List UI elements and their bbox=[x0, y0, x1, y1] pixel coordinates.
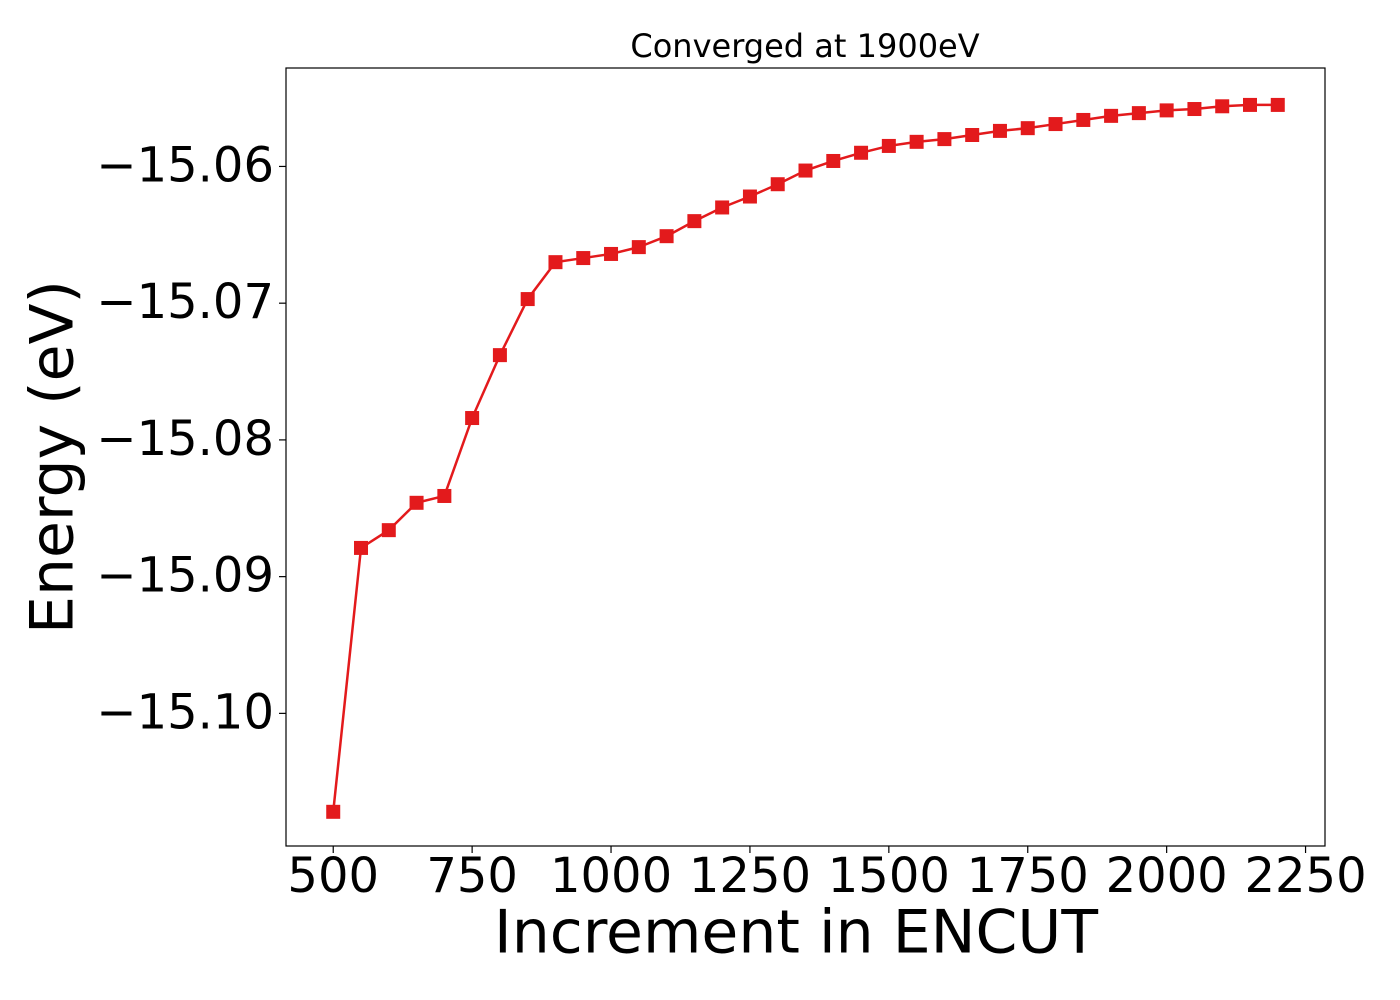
x-tick-label: 750 bbox=[426, 848, 518, 904]
x-tick-label: 500 bbox=[287, 848, 379, 904]
marker bbox=[1270, 97, 1285, 112]
plot-frame bbox=[285, 67, 1326, 847]
marker bbox=[1187, 102, 1202, 117]
marker bbox=[548, 255, 563, 270]
marker bbox=[326, 804, 341, 819]
y-tick-label: −15.10 bbox=[96, 684, 274, 740]
marker bbox=[381, 523, 396, 538]
marker bbox=[992, 123, 1007, 138]
marker bbox=[854, 145, 869, 160]
marker bbox=[409, 495, 424, 510]
marker bbox=[354, 540, 369, 555]
marker bbox=[1159, 103, 1174, 118]
marker bbox=[1242, 97, 1257, 112]
marker bbox=[1048, 117, 1063, 132]
x-tick-label: 1500 bbox=[828, 848, 950, 904]
marker bbox=[1020, 121, 1035, 136]
marker bbox=[631, 240, 646, 255]
marker bbox=[826, 153, 841, 168]
y-tick-label: −15.06 bbox=[96, 137, 274, 193]
chart-title: Converged at 1900eV bbox=[630, 27, 979, 65]
marker bbox=[937, 132, 952, 147]
marker bbox=[465, 411, 480, 426]
series-line bbox=[331, 103, 1278, 812]
marker bbox=[437, 488, 452, 503]
marker bbox=[909, 134, 924, 149]
marker bbox=[1104, 108, 1119, 123]
marker bbox=[659, 229, 674, 244]
x-axis-label: Increment in ENCUT bbox=[494, 898, 1098, 968]
marker bbox=[881, 138, 896, 153]
marker bbox=[1215, 99, 1230, 114]
marker bbox=[715, 200, 730, 215]
marker bbox=[576, 251, 591, 266]
marker bbox=[798, 163, 813, 178]
y-axis-label: Energy (eV) bbox=[18, 280, 88, 634]
marker bbox=[687, 214, 702, 229]
x-tick-label: 2000 bbox=[1106, 848, 1228, 904]
marker bbox=[604, 246, 619, 261]
y-tick-label: −15.08 bbox=[96, 411, 274, 467]
marker bbox=[520, 292, 535, 307]
marker bbox=[492, 348, 507, 363]
marker bbox=[965, 127, 980, 142]
marker bbox=[770, 177, 785, 192]
marker bbox=[742, 189, 757, 204]
x-tick-label: 1250 bbox=[689, 848, 811, 904]
y-tick-label: −15.09 bbox=[96, 548, 274, 604]
x-tick-label: 1000 bbox=[550, 848, 672, 904]
x-tick-label: 1750 bbox=[967, 848, 1089, 904]
x-tick-label: 2250 bbox=[1244, 848, 1366, 904]
marker bbox=[1076, 112, 1091, 127]
marker bbox=[1131, 106, 1146, 121]
y-tick-label: −15.07 bbox=[96, 274, 274, 330]
